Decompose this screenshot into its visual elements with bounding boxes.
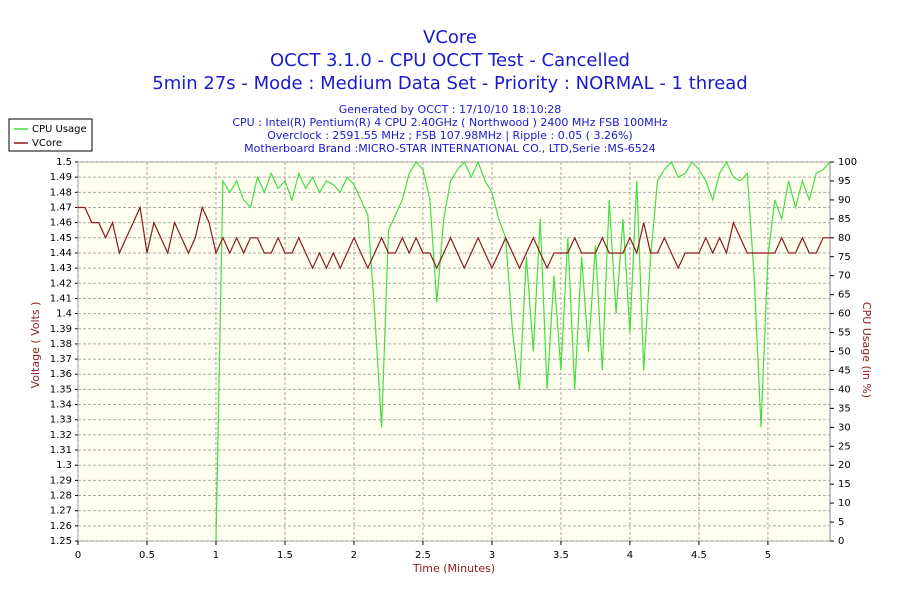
x-tick-label: 1.5 [277,550,293,561]
y-tick-label: 1.32 [50,430,72,441]
legend-box [8,118,93,152]
y-tick-label: 1.31 [50,445,72,456]
y-tick-label: 1.35 [50,384,72,395]
y2-tick-label: 0 [838,536,844,547]
x-tick-label: 3.5 [553,550,569,561]
y2-tick-label: 50 [838,347,851,358]
x-tick-label: 2 [351,550,357,561]
y-tick-label: 1.26 [50,521,72,532]
y-tick-label: 1.27 [50,506,72,517]
y-tick-label: 1.41 [50,293,72,304]
y-tick-label: 1.42 [50,278,72,289]
y-tick-label: 1.37 [50,354,72,365]
x-tick-label: 4 [627,550,633,561]
x-tick-label: 4.5 [691,550,707,561]
y2-tick-label: 100 [838,157,857,168]
x-axis-label: Time (Minutes) [412,562,495,575]
y-tick-label: 1.29 [50,475,72,486]
x-tick-label: 5 [765,550,771,561]
y-tick-label: 1.4 [56,309,72,320]
y2-tick-label: 95 [838,176,851,187]
y2-tick-label: 30 [838,422,851,433]
legend-label: CPU Usage [32,124,87,135]
y-axis-label: Voltage ( Volts ) [29,302,42,389]
y2-tick-label: 90 [838,195,851,206]
y2-tick-label: 65 [838,290,851,301]
x-tick-label: 0.5 [139,550,155,561]
plot-area [77,161,831,542]
y-tick-label: 1.25 [50,536,72,547]
y2-tick-label: 60 [838,309,851,320]
y-tick-label: 1.3 [56,460,72,471]
y2-tick-label: 85 [838,214,851,225]
series-line [78,205,830,270]
y2-tick-label: 5 [838,517,844,528]
y-tick-label: 1.34 [50,400,72,411]
y2-tick-label: 10 [838,498,851,509]
y2-tick-label: 40 [838,384,851,395]
y2-tick-label: 20 [838,460,851,471]
y2-tick-label: 15 [838,479,851,490]
x-tick-label: 3 [489,550,495,561]
y-tick-label: 1.43 [50,263,72,274]
y-tick-label: 1.5 [56,157,72,168]
info: Motherboard Brand :MICRO-STAR INTERNATIO… [244,142,656,155]
y-tick-label: 1.39 [50,324,72,335]
y2-tick-label: 55 [838,328,851,339]
subtitle: OCCT 3.1.0 - CPU OCCT Test - Cancelled [270,50,630,71]
y2-tick-label: 25 [838,441,851,452]
y2-tick-label: 45 [838,365,851,376]
chart-title: VCore [423,27,477,48]
y-tick-label: 1.33 [50,415,72,426]
y-tick-label: 1.38 [50,339,72,350]
legend-label: VCore [32,138,62,149]
subtitle: 5min 27s - Mode : Medium Data Set - Prio… [152,73,747,94]
y-tick-label: 1.45 [50,233,72,244]
x-tick-label: 0 [75,550,81,561]
y-tick-label: 1.28 [50,491,72,502]
y-tick-label: 1.46 [50,218,72,229]
info: Overclock : 2591.55 MHz ; FSB 107.98MHz … [267,129,632,142]
y2-tick-label: 70 [838,271,851,282]
y-tick-label: 1.36 [50,369,72,380]
series-line [215,160,831,542]
info: Generated by OCCT : 17/10/10 18:10:28 [339,103,562,116]
y2-tick-label: 35 [838,403,851,414]
x-tick-label: 1 [213,550,219,561]
y2-tick-label: 75 [838,252,851,263]
x-tick-label: 2.5 [415,550,431,561]
y-tick-label: 1.49 [50,172,72,183]
info: CPU : Intel(R) Pentium(R) 4 CPU 2.40GHz … [232,116,668,129]
y2-tick-label: 80 [838,233,851,244]
y-tick-label: 1.44 [50,248,72,259]
y-tick-label: 1.47 [50,202,72,213]
y-tick-label: 1.48 [50,187,72,198]
y2-axis-label: CPU Usage (in %) [860,302,873,398]
